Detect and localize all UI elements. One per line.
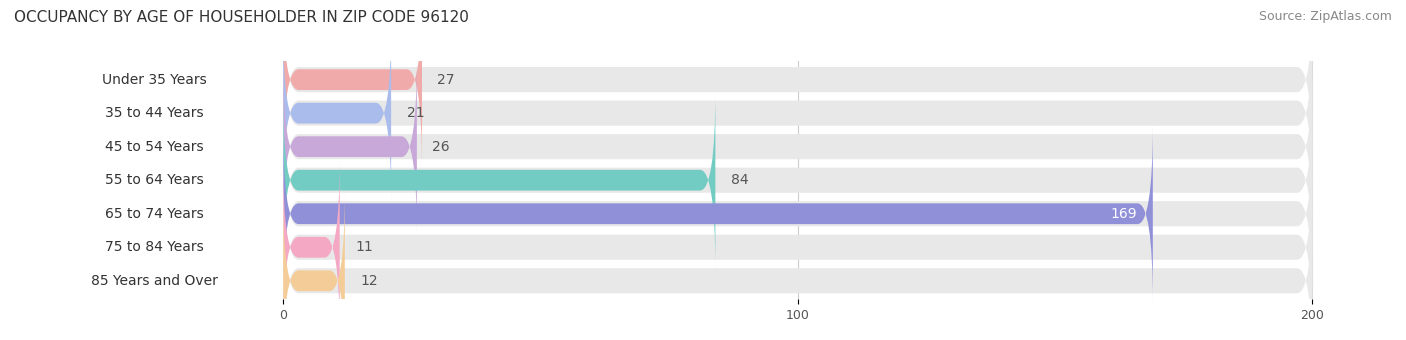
Text: 12: 12: [360, 274, 378, 288]
Text: 55 to 64 Years: 55 to 64 Years: [105, 173, 204, 187]
Text: Under 35 Years: Under 35 Years: [103, 73, 207, 87]
Text: 26: 26: [432, 140, 450, 154]
FancyBboxPatch shape: [283, 191, 344, 340]
Text: 169: 169: [1111, 207, 1137, 221]
Text: 84: 84: [731, 173, 748, 187]
FancyBboxPatch shape: [25, 0, 283, 168]
FancyBboxPatch shape: [283, 0, 1312, 168]
FancyBboxPatch shape: [283, 193, 1312, 340]
FancyBboxPatch shape: [283, 92, 1312, 268]
FancyBboxPatch shape: [25, 92, 283, 268]
FancyBboxPatch shape: [283, 159, 1312, 335]
FancyBboxPatch shape: [283, 0, 422, 170]
Text: 45 to 54 Years: 45 to 54 Years: [105, 140, 204, 154]
FancyBboxPatch shape: [25, 193, 283, 340]
FancyBboxPatch shape: [283, 90, 716, 270]
FancyBboxPatch shape: [25, 126, 283, 302]
FancyBboxPatch shape: [283, 56, 416, 237]
Text: OCCUPANCY BY AGE OF HOUSEHOLDER IN ZIP CODE 96120: OCCUPANCY BY AGE OF HOUSEHOLDER IN ZIP C…: [14, 10, 470, 25]
FancyBboxPatch shape: [283, 59, 1312, 235]
Text: 85 Years and Over: 85 Years and Over: [91, 274, 218, 288]
FancyBboxPatch shape: [283, 23, 391, 203]
FancyBboxPatch shape: [283, 157, 340, 337]
FancyBboxPatch shape: [25, 59, 283, 235]
Text: 21: 21: [406, 106, 425, 120]
Text: 11: 11: [356, 240, 373, 254]
FancyBboxPatch shape: [283, 123, 1153, 304]
Text: 35 to 44 Years: 35 to 44 Years: [105, 106, 204, 120]
FancyBboxPatch shape: [25, 159, 283, 335]
FancyBboxPatch shape: [283, 126, 1312, 302]
FancyBboxPatch shape: [25, 25, 283, 201]
Text: 65 to 74 Years: 65 to 74 Years: [105, 207, 204, 221]
Text: 27: 27: [437, 73, 456, 87]
Text: Source: ZipAtlas.com: Source: ZipAtlas.com: [1258, 10, 1392, 23]
FancyBboxPatch shape: [283, 25, 1312, 201]
Text: 75 to 84 Years: 75 to 84 Years: [105, 240, 204, 254]
